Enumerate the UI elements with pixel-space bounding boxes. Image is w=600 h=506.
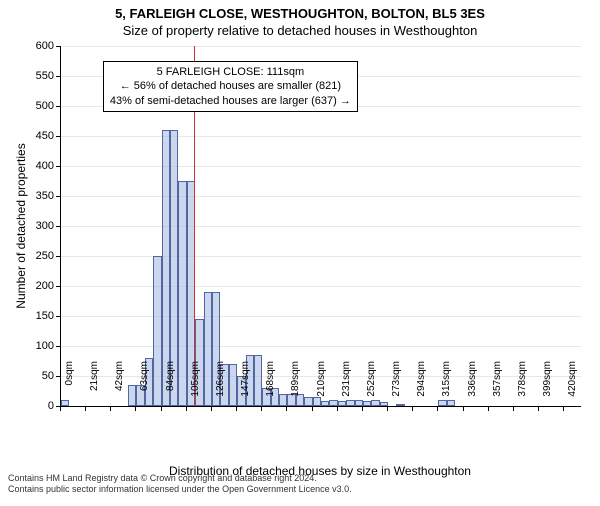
x-tick-mark	[362, 406, 363, 411]
x-tick-label: 231sqm	[341, 361, 352, 411]
histogram-bar	[128, 385, 136, 406]
y-tick-label: 100	[14, 340, 54, 352]
histogram-bar	[304, 397, 312, 406]
x-tick-label: 273sqm	[391, 361, 402, 411]
x-tick-mark	[236, 406, 237, 411]
x-tick-mark	[211, 406, 212, 411]
x-tick-label: 210sqm	[316, 361, 327, 411]
gridline-h	[61, 346, 581, 347]
x-tick-label: 147sqm	[240, 361, 251, 411]
gridline-h	[61, 46, 581, 47]
x-tick-label: 84sqm	[165, 361, 176, 411]
x-tick-label: 315sqm	[441, 361, 452, 411]
x-tick-mark	[60, 406, 61, 411]
y-tick-mark	[56, 106, 61, 107]
annotation-line2: ← 56% of detached houses are smaller (82…	[110, 79, 351, 93]
annotation-line1: 5 FARLEIGH CLOSE: 111sqm	[110, 65, 351, 79]
x-tick-mark	[463, 406, 464, 411]
y-tick-label: 150	[14, 310, 54, 322]
y-tick-mark	[56, 286, 61, 287]
x-tick-mark	[488, 406, 489, 411]
histogram-bar	[229, 364, 237, 406]
x-tick-mark	[261, 406, 262, 411]
gridline-h	[61, 166, 581, 167]
y-tick-mark	[56, 166, 61, 167]
x-tick-label: 42sqm	[114, 361, 125, 411]
x-tick-mark	[563, 406, 564, 411]
x-tick-mark	[135, 406, 136, 411]
chart-area: 5 FARLEIGH CLOSE: 111sqm← 56% of detache…	[60, 46, 580, 406]
x-tick-label: 336sqm	[467, 361, 478, 411]
y-tick-label: 450	[14, 130, 54, 142]
y-tick-label: 500	[14, 100, 54, 112]
y-tick-mark	[56, 316, 61, 317]
x-tick-label: 63sqm	[139, 361, 150, 411]
y-tick-label: 200	[14, 280, 54, 292]
y-tick-label: 300	[14, 220, 54, 232]
x-tick-label: 0sqm	[64, 361, 75, 411]
y-tick-label: 0	[14, 400, 54, 412]
x-tick-label: 126sqm	[215, 361, 226, 411]
x-tick-mark	[85, 406, 86, 411]
annotation-box: 5 FARLEIGH CLOSE: 111sqm← 56% of detache…	[103, 61, 358, 112]
histogram-bar	[153, 256, 161, 406]
x-tick-mark	[437, 406, 438, 411]
x-tick-mark	[286, 406, 287, 411]
gridline-h	[61, 196, 581, 197]
y-tick-label: 50	[14, 370, 54, 382]
y-tick-mark	[56, 136, 61, 137]
y-tick-label: 600	[14, 40, 54, 52]
histogram-bar	[204, 292, 212, 406]
y-tick-mark	[56, 46, 61, 47]
x-tick-label: 252sqm	[366, 361, 377, 411]
x-tick-mark	[110, 406, 111, 411]
x-tick-mark	[513, 406, 514, 411]
plot-area: 5 FARLEIGH CLOSE: 111sqm← 56% of detache…	[60, 46, 581, 407]
histogram-bar	[254, 355, 262, 406]
x-tick-label: 21sqm	[89, 361, 100, 411]
x-tick-mark	[161, 406, 162, 411]
y-tick-mark	[56, 256, 61, 257]
y-tick-mark	[56, 376, 61, 377]
x-tick-label: 420sqm	[567, 361, 578, 411]
y-tick-mark	[56, 346, 61, 347]
x-tick-mark	[337, 406, 338, 411]
x-tick-label: 168sqm	[265, 361, 276, 411]
x-tick-mark	[538, 406, 539, 411]
histogram-bar	[279, 394, 287, 406]
footnote-line1: Contains HM Land Registry data © Crown c…	[8, 473, 352, 485]
gridline-h	[61, 316, 581, 317]
x-tick-mark	[186, 406, 187, 411]
y-tick-label: 350	[14, 190, 54, 202]
y-tick-label: 250	[14, 250, 54, 262]
footnote-line2: Contains public sector information licen…	[8, 484, 352, 496]
gridline-h	[61, 226, 581, 227]
y-tick-mark	[56, 226, 61, 227]
x-tick-mark	[412, 406, 413, 411]
histogram-bar	[178, 181, 186, 406]
footnote: Contains HM Land Registry data © Crown c…	[8, 473, 352, 496]
x-tick-mark	[387, 406, 388, 411]
annotation-line3: 43% of semi-detached houses are larger (…	[110, 94, 351, 108]
y-tick-mark	[56, 196, 61, 197]
x-tick-label: 105sqm	[190, 361, 201, 411]
chart-subtitle: Size of property relative to detached ho…	[0, 23, 600, 38]
gridline-h	[61, 256, 581, 257]
y-tick-label: 400	[14, 160, 54, 172]
x-tick-label: 294sqm	[416, 361, 427, 411]
x-tick-mark	[312, 406, 313, 411]
chart-title-address: 5, FARLEIGH CLOSE, WESTHOUGHTON, BOLTON,…	[0, 6, 600, 21]
gridline-h	[61, 136, 581, 137]
x-tick-label: 189sqm	[290, 361, 301, 411]
x-tick-label: 357sqm	[492, 361, 503, 411]
gridline-h	[61, 286, 581, 287]
y-tick-mark	[56, 76, 61, 77]
y-tick-label: 550	[14, 70, 54, 82]
x-tick-label: 378sqm	[517, 361, 528, 411]
x-tick-label: 399sqm	[542, 361, 553, 411]
